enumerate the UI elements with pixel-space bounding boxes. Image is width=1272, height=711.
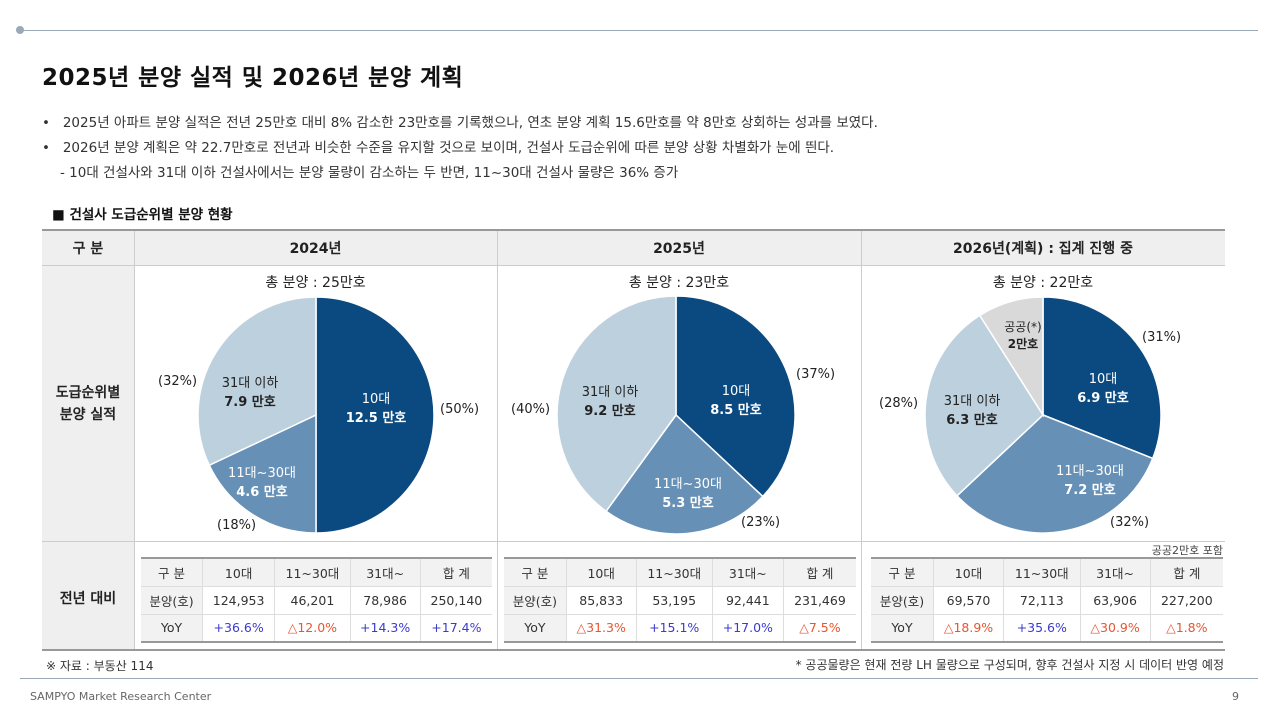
pct-label: (32%) <box>1110 515 1150 530</box>
pie-slice-11대~30대 <box>208 413 317 534</box>
pct-label: (31%) <box>1142 330 1182 345</box>
header-2024: 2024년 <box>134 231 497 266</box>
sub-bullet: - 10대 건설사와 31대 이하 건설사에서는 분양 물량이 감소하는 두 반… <box>60 165 679 181</box>
header-2025: 2025년 <box>497 231 861 266</box>
rule-dot <box>16 26 24 34</box>
bullet-2: • 2026년 분양 계획은 약 22.7만호로 전년과 비슷한 수준을 유지할… <box>42 140 835 156</box>
pie-slice-10대 <box>315 296 435 534</box>
yoy-table-2024: 구 분 10대 11~30대 31대~ 합 계 분양(호) 124,953 46,201 78… <box>141 557 492 643</box>
divider <box>42 541 1225 542</box>
pie-slice-11대~30대 <box>605 413 764 535</box>
bullet-text: 2026년 분양 계획은 약 22.7만호로 전년과 비슷한 수준을 유지할 것… <box>62 140 835 156</box>
bottom-rule <box>20 678 1258 679</box>
pct-label: (18%) <box>217 518 257 533</box>
pct-label: (32%) <box>158 374 198 389</box>
pie-title-2024: 총 분양 : 25만호 <box>265 275 366 291</box>
summary-grid <box>42 229 1225 651</box>
pct-label: (50%) <box>440 402 480 417</box>
divider <box>134 231 135 649</box>
yoy-table-2026: 구 분 10대 11~30대 31대~ 합 계 분양(호) 69,570 72,113 63,… <box>871 557 1223 643</box>
bullet-1: • 2025년 아파트 분양 실적은 전년 25만호 대비 8% 감소한 23만… <box>42 115 878 131</box>
divider <box>497 231 498 649</box>
row-label-performance: 도급순위별 분양 실적 <box>55 385 121 423</box>
header-2026: 2026년(계획) : 집계 진행 중 <box>861 231 1225 266</box>
slice-label: 10대 8.5 만호 <box>710 384 762 418</box>
top-rule <box>20 30 1258 31</box>
pct-label: (23%) <box>741 515 781 530</box>
slice-label: 11대~30대 5.3 만호 <box>654 477 722 511</box>
slice-label: 공공(*) 2만호 <box>1004 320 1042 351</box>
slice-label: 31대 이하 9.2 만호 <box>581 385 639 419</box>
header-corner: 구 분 <box>42 231 134 266</box>
bullet-text: 2025년 아파트 분양 실적은 전년 25만호 대비 8% 감소한 23만호를… <box>62 115 878 131</box>
footnote: * 공공물량은 현재 전량 LH 물량으로 구성되며, 향후 건설사 지정 시 … <box>795 658 1224 672</box>
divider <box>861 231 862 649</box>
pie-slice-10대 <box>1042 296 1162 460</box>
footer-org: SAMPYO Market Research Center <box>30 690 212 703</box>
pct-label: (37%) <box>796 367 836 382</box>
pct-label: (40%) <box>511 402 551 417</box>
slice-label: 31대 이하 7.9 만호 <box>221 376 279 410</box>
yoy-table-2025: 구 분 10대 11~30대 31대~ 합 계 분양(호) 85,833 53,195 92,… <box>504 557 856 643</box>
slice-label: 11대~30대 4.6 만호 <box>228 466 296 500</box>
note-2026: 공공2만호 포함 <box>1151 544 1223 557</box>
source-note: ※ 자료 : 부동산 114 <box>46 659 154 673</box>
pie-title-2025: 총 분양 : 23만호 <box>628 275 730 291</box>
pct-label: (28%) <box>879 396 919 411</box>
slice-label: 11대~30대 7.2 만호 <box>1056 464 1124 498</box>
page-title: 2025년 분양 실적 및 2026년 분양 계획 <box>42 65 464 91</box>
row-label-yoy: 전년 대비 <box>59 591 117 607</box>
slice-label: 10대 12.5 만호 <box>345 392 407 426</box>
row-label-column <box>42 266 134 649</box>
pie-slice-11대~30대 <box>955 414 1154 534</box>
slice-label: 31대 이하 6.3 만호 <box>943 394 1001 428</box>
pie-slice-31대 이하 <box>556 295 677 513</box>
page-number: 9 <box>1232 690 1239 703</box>
pie-slice-공공(*) <box>978 296 1044 418</box>
section-title: ■ 건설사 도급순위별 분양 현황 <box>52 207 233 223</box>
pie-slice-10대 <box>675 295 796 498</box>
pie-slice-31대 이하 <box>924 314 1044 497</box>
pie-title-2026: 총 분양 : 22만호 <box>992 275 1094 291</box>
slice-label: 10대 6.9 만호 <box>1077 372 1129 406</box>
pie-slice-31대 이하 <box>197 296 317 467</box>
